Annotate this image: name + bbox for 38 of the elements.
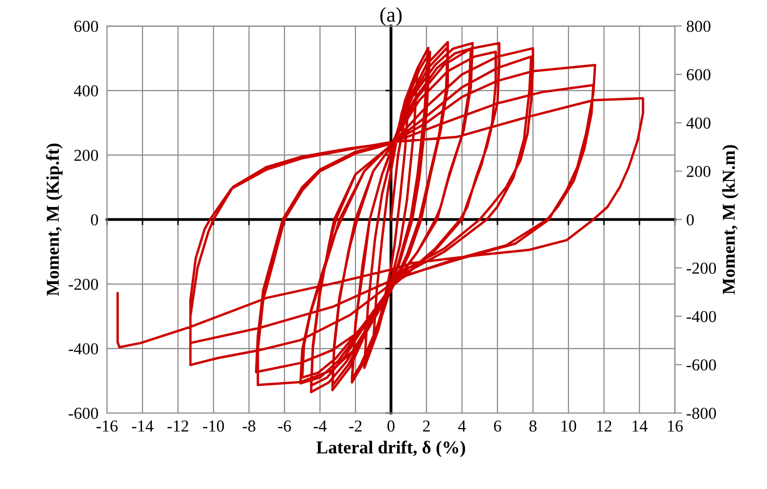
y-tick-label: 0 <box>90 214 98 226</box>
x-tick-label: 14 <box>632 420 648 432</box>
x-tick-label: 6 <box>494 420 502 432</box>
y2-tick-label: 200 <box>686 166 710 178</box>
y2-tick-label: -600 <box>686 359 716 371</box>
y-tick-label: -400 <box>68 343 98 354</box>
x-tick-label: -2 <box>349 420 362 432</box>
x-tick-label: 8 <box>529 420 536 432</box>
y2-tick-label: 0 <box>686 214 694 226</box>
y-tick-label: 400 <box>74 85 98 96</box>
x-tick-label: -14 <box>132 420 154 432</box>
y2-tick-label: 600 <box>686 69 710 80</box>
x-axis-title: Lateral drift, δ (%) <box>316 440 466 458</box>
y-tick-label: 200 <box>74 150 98 161</box>
x-tick-label: 10 <box>562 420 576 432</box>
y2-tick-label: -400 <box>686 310 716 322</box>
y-tick-label: -200 <box>68 278 98 290</box>
chart-title: (a) <box>380 7 402 26</box>
x-tick-label: 0 <box>387 420 395 432</box>
y2-tick-label: -200 <box>686 262 716 274</box>
x-tick-label: 16 <box>668 420 683 432</box>
x-tick-label: 12 <box>597 420 612 432</box>
y2-tick-label: -800 <box>686 408 716 419</box>
y2-axis-title: Moment, M (kN.m) <box>722 145 739 294</box>
x-tick-label: -6 <box>278 420 291 432</box>
y-tick-label: 600 <box>74 20 98 32</box>
y2-tick-label: 400 <box>686 117 710 129</box>
x-tick-label: -16 <box>96 420 118 432</box>
y2-tick-label: 800 <box>686 20 710 32</box>
x-tick-label: 2 <box>423 420 430 432</box>
x-tick-label: -4 <box>314 420 327 432</box>
x-tick-label: -12 <box>168 420 188 432</box>
y-axis-title: Moment, M (Kip.ft) <box>46 144 63 296</box>
line-series <box>116 40 644 394</box>
x-tick-label: 4 <box>458 420 466 432</box>
x-tick-label: -8 <box>242 420 256 432</box>
y-tick-label: -600 <box>68 408 98 419</box>
x-tick-label: -10 <box>203 420 224 432</box>
